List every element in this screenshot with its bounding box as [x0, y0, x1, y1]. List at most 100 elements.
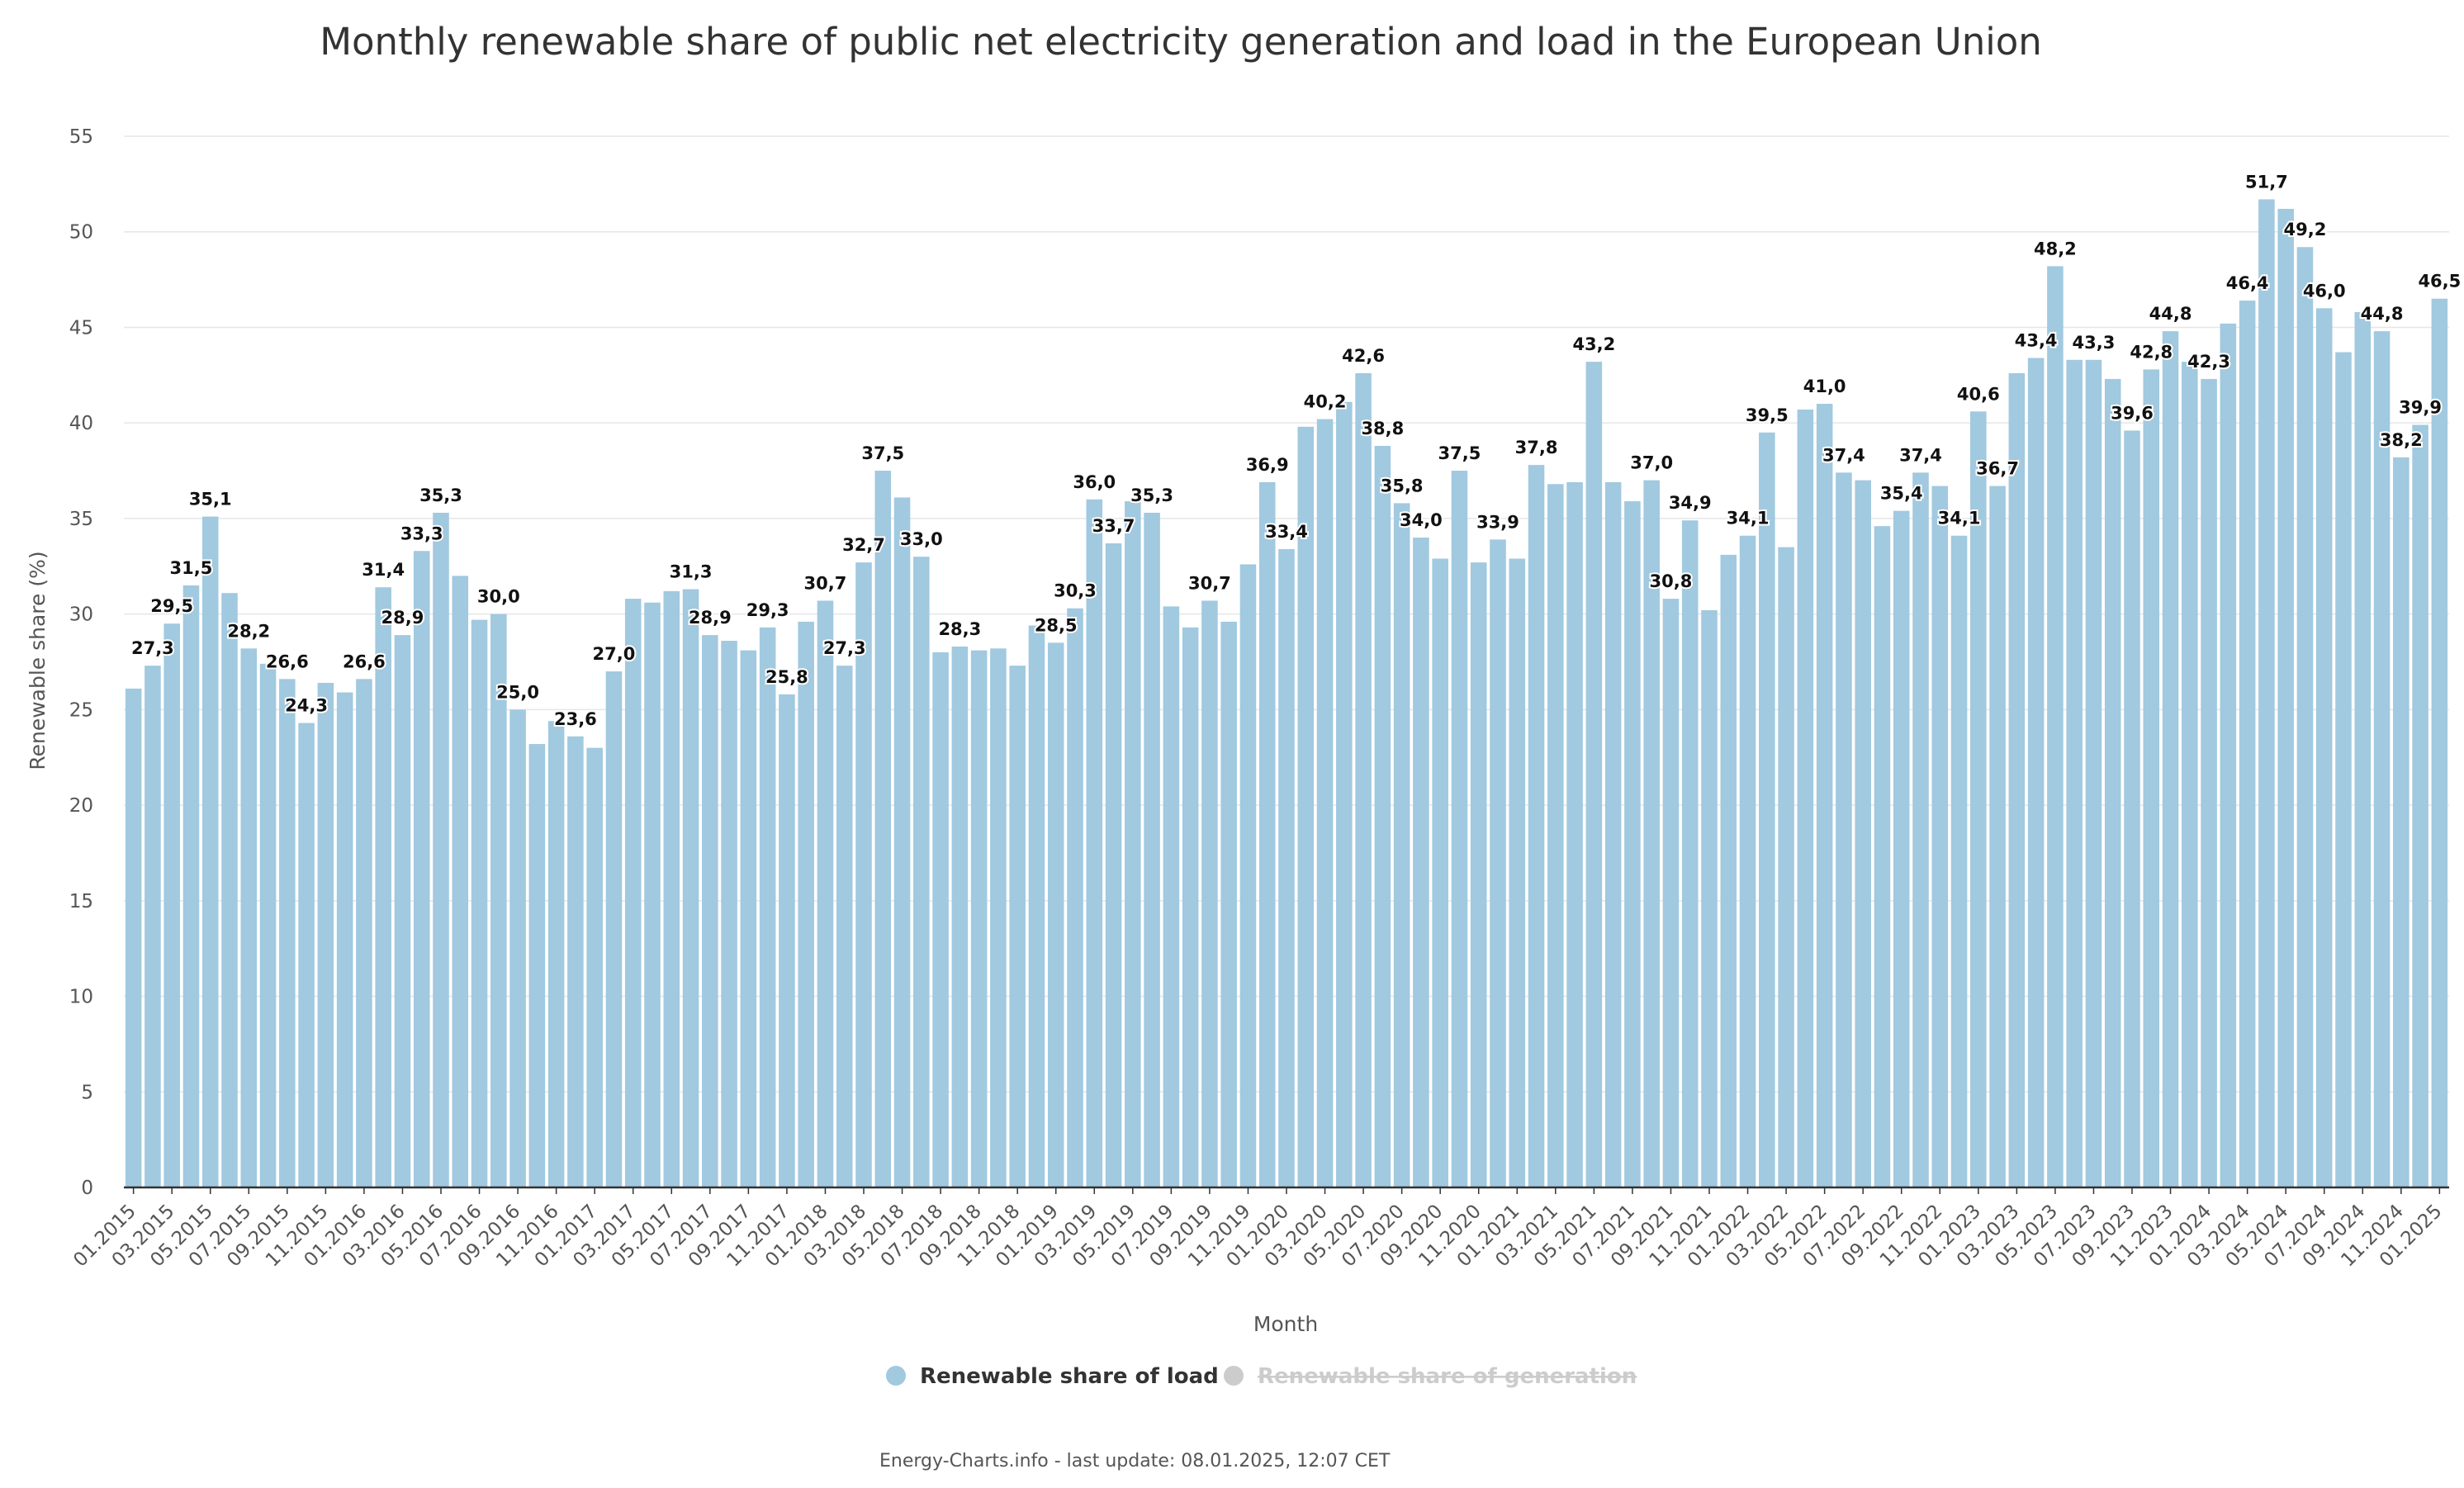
- bar[interactable]: [201, 516, 219, 1187]
- bar[interactable]: [874, 471, 892, 1187]
- bar[interactable]: [1125, 501, 1141, 1187]
- bar[interactable]: [259, 663, 277, 1187]
- bar[interactable]: [413, 551, 430, 1187]
- bar[interactable]: [702, 635, 718, 1187]
- bar[interactable]: [317, 682, 334, 1187]
- bar[interactable]: [1220, 621, 1237, 1187]
- bar[interactable]: [1239, 564, 1257, 1187]
- bar[interactable]: [1720, 554, 1737, 1187]
- bar[interactable]: [721, 641, 737, 1187]
- bar[interactable]: [1009, 666, 1026, 1187]
- bar[interactable]: [375, 587, 391, 1187]
- bar[interactable]: [2296, 247, 2314, 1187]
- bar[interactable]: [1432, 558, 1448, 1187]
- bar[interactable]: [663, 590, 680, 1187]
- bar[interactable]: [2201, 378, 2217, 1187]
- bar[interactable]: [547, 721, 565, 1187]
- bar[interactable]: [1739, 535, 1756, 1187]
- bar[interactable]: [1163, 606, 1180, 1187]
- bar[interactable]: [759, 627, 776, 1187]
- bar[interactable]: [1566, 481, 1583, 1187]
- bar[interactable]: [2162, 331, 2179, 1188]
- legend-item-load[interactable]: Renewable share of load: [886, 1364, 1219, 1389]
- bar[interactable]: [1355, 373, 1372, 1187]
- bar[interactable]: [893, 497, 911, 1187]
- legend-item-generation[interactable]: Renewable share of generation: [1224, 1364, 1637, 1389]
- bar[interactable]: [1778, 547, 1794, 1187]
- bar[interactable]: [2220, 323, 2237, 1187]
- bar[interactable]: [2008, 373, 2026, 1187]
- bar[interactable]: [1336, 401, 1353, 1188]
- bar[interactable]: [1643, 480, 1660, 1187]
- bar[interactable]: [1278, 548, 1295, 1187]
- bar[interactable]: [1258, 481, 1276, 1187]
- bar[interactable]: [2315, 308, 2333, 1187]
- bar[interactable]: [2393, 457, 2410, 1187]
- bar[interactable]: [951, 646, 969, 1187]
- bar[interactable]: [1855, 480, 1871, 1187]
- bar[interactable]: [1297, 426, 1315, 1187]
- bar[interactable]: [2354, 311, 2372, 1187]
- bar[interactable]: [1047, 642, 1064, 1187]
- bar[interactable]: [1624, 501, 1641, 1187]
- bar[interactable]: [298, 723, 315, 1187]
- bar[interactable]: [1836, 472, 1852, 1187]
- bar[interactable]: [356, 679, 372, 1187]
- bar[interactable]: [1470, 562, 1487, 1187]
- bar[interactable]: [1759, 432, 1775, 1187]
- bar[interactable]: [279, 679, 296, 1187]
- bar[interactable]: [1604, 481, 1622, 1187]
- bar[interactable]: [1950, 535, 1968, 1187]
- bar[interactable]: [644, 602, 661, 1187]
- bar[interactable]: [990, 648, 1007, 1187]
- bar[interactable]: [2027, 358, 2045, 1187]
- bar[interactable]: [1393, 503, 1410, 1187]
- bar[interactable]: [471, 619, 488, 1187]
- bar[interactable]: [145, 666, 161, 1187]
- bar[interactable]: [1528, 465, 1545, 1187]
- bar[interactable]: [913, 557, 930, 1187]
- bar[interactable]: [624, 599, 642, 1187]
- bar[interactable]: [240, 648, 258, 1187]
- bar[interactable]: [2182, 362, 2198, 1188]
- bar[interactable]: [163, 623, 180, 1187]
- bar[interactable]: [1067, 608, 1083, 1187]
- bar[interactable]: [1912, 472, 1929, 1187]
- bar[interactable]: [1374, 445, 1391, 1187]
- bar[interactable]: [1509, 558, 1526, 1187]
- bar[interactable]: [2066, 359, 2083, 1187]
- bar[interactable]: [970, 650, 988, 1187]
- bar[interactable]: [2239, 301, 2256, 1187]
- bar[interactable]: [182, 585, 200, 1187]
- bar[interactable]: [125, 688, 142, 1187]
- bar[interactable]: [855, 562, 872, 1187]
- bar[interactable]: [1413, 538, 1429, 1187]
- bar[interactable]: [1931, 486, 1949, 1187]
- bar[interactable]: [2335, 352, 2352, 1187]
- bar[interactable]: [2143, 369, 2160, 1188]
- bar[interactable]: [1893, 510, 1910, 1187]
- bar[interactable]: [1028, 625, 1045, 1187]
- bar[interactable]: [221, 593, 238, 1187]
- bar[interactable]: [2373, 331, 2391, 1188]
- bar[interactable]: [490, 614, 507, 1187]
- chart-credits[interactable]: Energy-Charts.info - last update: 08.01.…: [879, 1451, 1391, 1471]
- bar[interactable]: [605, 671, 623, 1187]
- bar[interactable]: [586, 747, 603, 1187]
- bar[interactable]: [2047, 266, 2064, 1187]
- bar[interactable]: [394, 635, 411, 1187]
- bar[interactable]: [1701, 610, 1718, 1187]
- bar[interactable]: [798, 621, 814, 1187]
- bar[interactable]: [932, 652, 949, 1187]
- bar[interactable]: [740, 650, 757, 1187]
- bar[interactable]: [2431, 298, 2448, 1188]
- bar[interactable]: [1989, 486, 2006, 1187]
- bar[interactable]: [1201, 600, 1218, 1187]
- bar[interactable]: [528, 744, 546, 1187]
- bar[interactable]: [2258, 199, 2275, 1187]
- bar[interactable]: [336, 692, 353, 1187]
- bar[interactable]: [1144, 512, 1160, 1187]
- bar[interactable]: [1874, 526, 1891, 1187]
- bar[interactable]: [2104, 378, 2121, 1187]
- bar[interactable]: [1797, 409, 1814, 1188]
